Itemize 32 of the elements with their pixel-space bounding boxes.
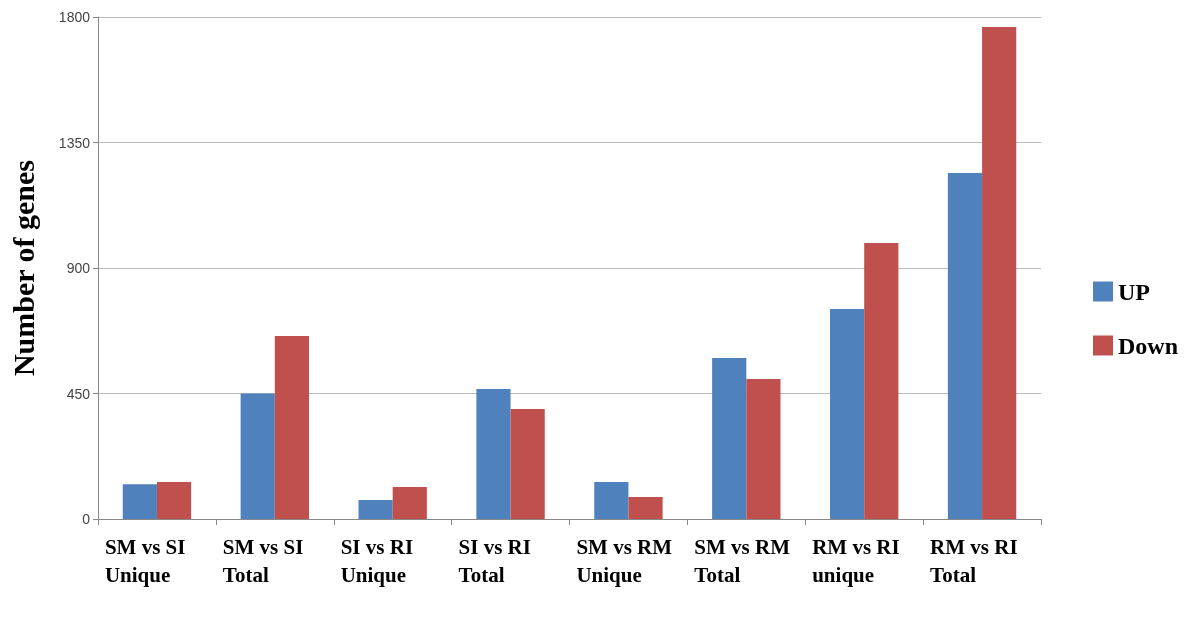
bar (156, 481, 192, 519)
x-tick-label: SM vs RM Total (694, 535, 796, 587)
y-tick-label: 0 (82, 511, 91, 527)
y-tick-label: 900 (66, 260, 91, 276)
bar (274, 336, 309, 519)
bar (628, 496, 663, 519)
bar (122, 484, 157, 519)
x-tick-label: SI vs RI Unique (340, 535, 419, 587)
bar (982, 27, 1017, 519)
legend-label: UP (1117, 278, 1150, 305)
bar (746, 379, 781, 519)
bar (476, 389, 511, 519)
x-tick-label: SM vs SI Total (222, 535, 309, 587)
bar (947, 172, 983, 519)
bar (358, 500, 393, 519)
x-tick-label: SI vs RI Total (458, 535, 537, 587)
bar (594, 481, 629, 519)
bar (830, 309, 865, 519)
bar (864, 242, 899, 519)
bar (392, 486, 427, 519)
x-tick-label: SM vs RM Unique (576, 535, 678, 587)
bar (240, 393, 275, 519)
y-tick-label: 450 (66, 385, 91, 402)
y-axis-title: Number of genes (6, 159, 40, 377)
x-tick-label: RM vs RI Total (930, 535, 1023, 587)
y-tick-label: 1800 (58, 9, 91, 25)
x-tick-label: SM vs SI Unique (104, 535, 191, 587)
bar (510, 409, 545, 519)
x-tick-label: RM vs RI unique (812, 535, 905, 587)
legend-label: Down (1117, 332, 1178, 359)
bar (712, 358, 747, 519)
y-tick-label: 1350 (58, 134, 91, 151)
